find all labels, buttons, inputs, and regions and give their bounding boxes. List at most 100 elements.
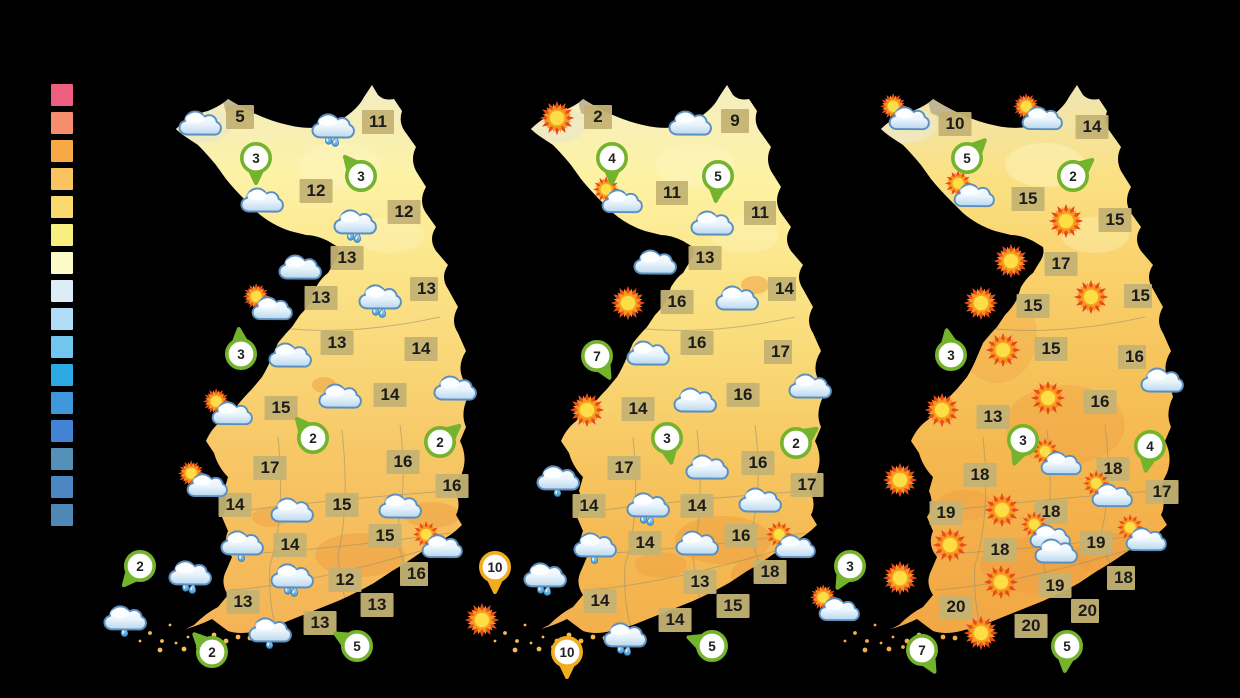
temperature-label: 17 (1145, 480, 1179, 504)
temperature-label: 16 (741, 451, 775, 475)
temperature-label: 15 (264, 396, 298, 420)
temperature-label: 10 (938, 112, 972, 136)
sunny-icon (983, 491, 1021, 529)
rain-cloud-icon (357, 280, 403, 326)
cloudy-icon (267, 338, 313, 372)
sunny-icon (1029, 379, 1067, 417)
temperature-label: 16 (400, 562, 428, 586)
legend-color-swatch (51, 84, 73, 106)
svg-text:5: 5 (1063, 639, 1071, 654)
cloudy-icon (674, 526, 720, 560)
temperature-label: 14 (628, 531, 662, 555)
temperature-label: 15 (325, 493, 359, 517)
temperature-label: 14 (583, 589, 617, 613)
cloudy-icon (317, 379, 363, 413)
temperature-label: 13 (320, 331, 354, 355)
partly-cloudy-icon (240, 282, 296, 326)
temperature-label: 14 (621, 397, 655, 421)
legend-color-swatch (51, 336, 73, 358)
rain-cloud-icon (167, 556, 213, 602)
sunny-icon (962, 284, 1000, 322)
cloudy-icon (177, 106, 223, 140)
svg-text:2: 2 (136, 559, 144, 574)
wind-speed-pin: 5 (685, 619, 739, 673)
temperature-label: 17 (1044, 252, 1078, 276)
wind-speed-pin: 5 (1040, 619, 1094, 673)
partly-cloudy-icon (1080, 469, 1136, 513)
rain-cloud-icon (219, 526, 265, 572)
temperature-label: 13 (360, 593, 394, 617)
partly-cloudy-icon (410, 520, 466, 564)
temperature-label: 14 (572, 494, 606, 518)
temperature-label: 18 (963, 463, 997, 487)
svg-text:2: 2 (208, 645, 216, 660)
partly-cloudy-icon (763, 520, 819, 564)
temperature-label: 18 (983, 538, 1017, 562)
sunny-icon (463, 601, 501, 639)
legend-color-swatch (51, 308, 73, 330)
rain-cloud-icon (535, 461, 581, 507)
temperature-label: 19 (929, 501, 963, 525)
svg-text:3: 3 (663, 431, 671, 446)
wind-speed-pin: 3 (924, 328, 978, 382)
sunny-icon (609, 284, 647, 322)
wind-speed-pin: 2 (286, 411, 340, 465)
temperature-label: 16 (1083, 390, 1117, 414)
svg-text:5: 5 (963, 151, 971, 166)
temperature-label: 13 (303, 611, 337, 635)
temperature-label: 11 (362, 110, 394, 134)
legend-color-swatch (51, 280, 73, 302)
svg-text:10: 10 (559, 645, 574, 660)
cloudy-icon (632, 245, 678, 279)
partly-cloudy-icon (590, 175, 646, 219)
svg-text:7: 7 (918, 643, 926, 658)
temperature-label: 12 (299, 179, 333, 203)
temperature-label: 12 (328, 568, 362, 592)
cloudy-icon (737, 483, 783, 517)
temperature-label: 13 (976, 405, 1010, 429)
temperature-label: 15 (1098, 208, 1132, 232)
cloudy-icon (432, 371, 478, 405)
sunny-icon (538, 99, 576, 137)
temperature-label: 15 (368, 524, 402, 548)
temperature-label: 14 (680, 494, 714, 518)
rain-cloud-icon (522, 558, 568, 604)
wind-speed-pin: 3 (823, 539, 877, 593)
temperature-label: 13 (683, 570, 717, 594)
rain-cloud-icon (247, 613, 293, 659)
temperature-label: 13 (410, 277, 438, 301)
svg-text:3: 3 (1019, 433, 1027, 448)
svg-text:10: 10 (487, 560, 502, 575)
wind-speed-pin: 5 (691, 149, 745, 203)
temperature-label: 16 (435, 474, 469, 498)
partly-cloudy-icon (1029, 437, 1085, 481)
cloudy-icon (1033, 534, 1079, 568)
rain-cloud-icon (332, 205, 378, 251)
sunny-icon (881, 559, 919, 597)
temperature-label: 14 (373, 383, 407, 407)
temperature-label: 14 (768, 277, 796, 301)
sunny-icon (1047, 202, 1085, 240)
wind-speed-pin: 4 (585, 131, 639, 185)
temperature-label: 14 (218, 493, 252, 517)
svg-text:2: 2 (436, 435, 444, 450)
cloudy-icon (672, 383, 718, 417)
rain-cloud-icon (102, 601, 148, 647)
temperature-label: 9 (721, 109, 749, 133)
partly-cloudy-icon (877, 92, 933, 136)
legend-color-swatch (51, 112, 73, 134)
cloudy-icon (269, 493, 315, 527)
cloudy-icon (239, 183, 285, 217)
temperature-label: 14 (273, 533, 307, 557)
legend-color-swatch (51, 364, 73, 386)
temperature-label: 16 (660, 290, 694, 314)
temperature-label: 19 (1038, 574, 1072, 598)
partly-cloudy-icon (942, 169, 998, 213)
temperature-label: 17 (764, 340, 792, 364)
temperature-label: 16 (724, 524, 758, 548)
temperature-label: 15 (1124, 284, 1152, 308)
gust-speed-pin: 10 (540, 625, 594, 679)
temperature-label: 17 (607, 456, 641, 480)
temperature-label: 15 (1016, 294, 1050, 318)
